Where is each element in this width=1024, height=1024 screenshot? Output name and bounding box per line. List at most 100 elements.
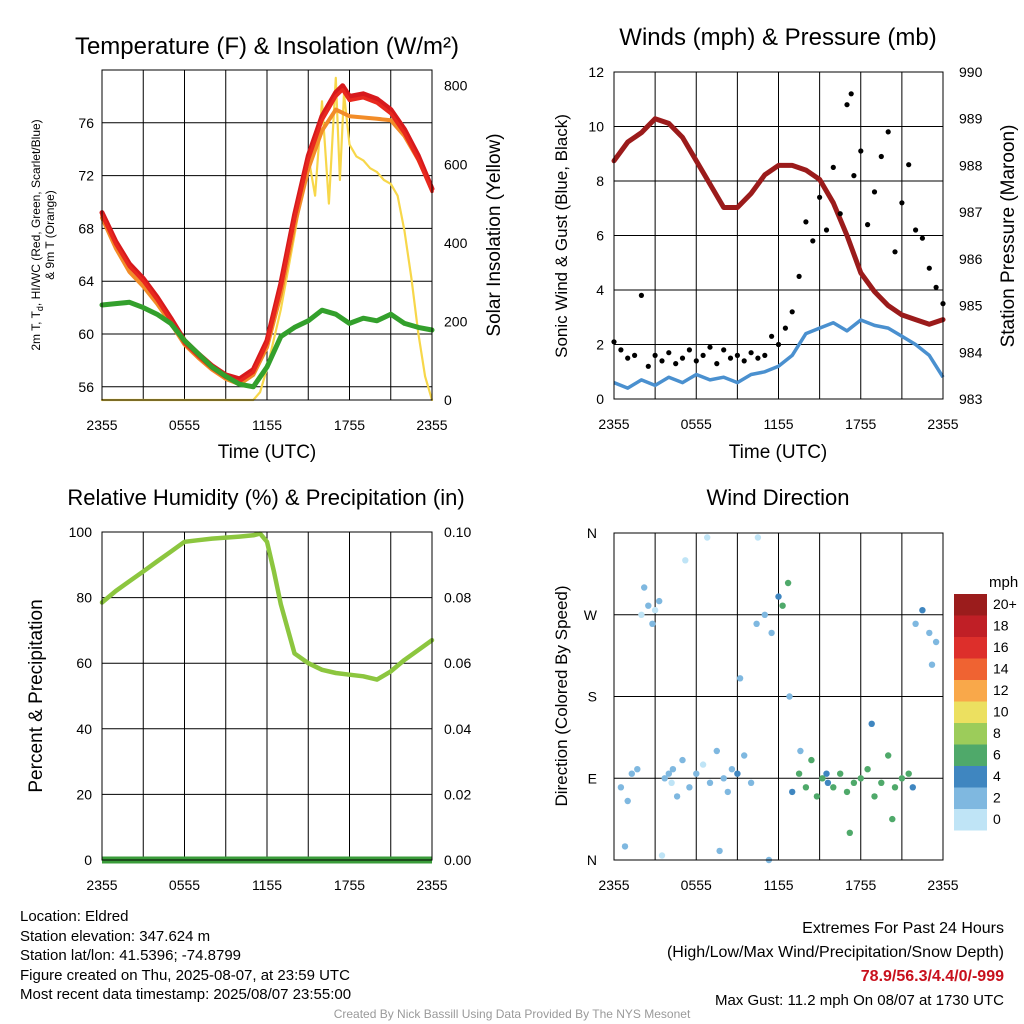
- speed-color-legend: 20+ 18 16 14 12 10 8 6 4 2 0: [954, 594, 1017, 831]
- gust-point: [673, 361, 679, 367]
- latlon-text: Station lat/lon: 41.5396; -74.8799: [20, 947, 242, 964]
- y-tick-label: 0: [596, 391, 604, 407]
- wind-direction-point: [909, 784, 916, 791]
- y2-tick-label: 983: [959, 391, 983, 407]
- y2-tick-label: 984: [959, 344, 983, 360]
- wind-direction-point: [628, 770, 635, 777]
- gust-point: [823, 227, 830, 233]
- y2-tick-label: 0.04: [444, 721, 471, 737]
- winds-yaxis-label: Sonic Wind & Gust (Blue, Black): [552, 114, 571, 358]
- legend-swatch: [954, 701, 987, 723]
- wind-direction-point: [656, 597, 663, 605]
- legend-label: 12: [993, 682, 1009, 698]
- wind-direction-point: [621, 843, 629, 850]
- dewpoint-line: [99, 299, 435, 390]
- y-tick-label: 60: [78, 326, 94, 342]
- wind-direction-point: [843, 788, 851, 796]
- wind-direction-point: [905, 770, 912, 777]
- x-tick-label: 0555: [681, 877, 712, 893]
- x-tick-label: 1155: [252, 417, 282, 433]
- wind-direction-point: [789, 788, 796, 796]
- x-tick-label: 0555: [169, 877, 200, 893]
- humidity-panel: Relative Humidity (%) & Precipitation (i…: [26, 485, 471, 893]
- x-tick-label: 2355: [86, 417, 117, 433]
- wind-direction-point: [704, 534, 711, 541]
- humidity-chart-title: Relative Humidity (%) & Precipitation (i…: [67, 485, 464, 510]
- y-tick-label: 0: [84, 852, 92, 868]
- extremes-values: 78.9/56.3/4.4/0/-999: [860, 968, 1004, 985]
- y2-tick-label: 0: [444, 392, 452, 408]
- gust-point: [844, 102, 850, 108]
- relative-humidity-line: [99, 531, 435, 682]
- y-tick-label: 2: [596, 337, 604, 353]
- gust-point: [679, 355, 686, 361]
- wind-direction-point: [928, 661, 936, 668]
- sonic-wind-line: [613, 318, 945, 390]
- y-tick-label: 56: [78, 379, 94, 395]
- humidity-grid: [101, 531, 433, 861]
- wind-direction-point: [797, 747, 804, 755]
- wind-direction-point: [682, 557, 689, 564]
- wind-direction-point: [795, 770, 803, 777]
- station-info: Location: Eldred Station elevation: 347.…: [20, 907, 351, 1005]
- temperature-plot-frame: [101, 69, 433, 401]
- x-tick-label: 2355: [416, 417, 447, 433]
- gust-point: [700, 352, 706, 358]
- wind-direction-yaxis-label: Direction (Colored By Speed): [552, 585, 571, 806]
- x-tick-label: 2355: [598, 877, 629, 893]
- gust-point: [837, 211, 843, 217]
- credit-text: Created By Nick Bassill Using Data Provi…: [333, 1007, 691, 1021]
- y-tick-label: 20: [76, 786, 92, 802]
- gust-point: [848, 91, 854, 97]
- wind-direction-point: [736, 675, 744, 682]
- wind-direction-point: [638, 611, 645, 618]
- wind-direction-point: [912, 620, 919, 627]
- wind-direction-point: [699, 761, 707, 768]
- gust-point: [707, 344, 713, 350]
- elevation-text: Station elevation: 347.624 m: [20, 927, 211, 945]
- temperature-yaxis-label: 2m T, Td, HI/WC (Red, Green, Scarlet/Blu…: [29, 119, 45, 350]
- gust-point: [810, 238, 816, 244]
- wind-direction-point: [706, 779, 714, 786]
- wind-direction-point: [679, 756, 686, 764]
- wind-direction-point: [665, 770, 672, 777]
- gust-point: [796, 273, 802, 279]
- legend-swatch: [954, 723, 987, 745]
- wind-direction-point: [651, 607, 659, 614]
- x-tick-label: 1155: [763, 877, 793, 893]
- wind-direction-grid: [613, 533, 944, 860]
- legend-swatch: [954, 615, 987, 637]
- legend-swatch: [954, 594, 987, 616]
- y2-tick-label: 0.00: [444, 852, 471, 868]
- gust-point: [721, 347, 727, 353]
- winds-tick-labels: 2355 0555 1155 1755 2355 0 2 4 6 8 10 12 983 984 985 98…: [588, 64, 982, 432]
- legend-label: 18: [993, 618, 1009, 634]
- gust-point: [817, 194, 823, 200]
- x-tick-label: 0555: [681, 416, 712, 432]
- wind-direction-points: [617, 534, 940, 864]
- temperature-series: [99, 76, 435, 402]
- y-tick-label: 10: [588, 119, 604, 135]
- gust-point: [686, 347, 693, 353]
- temperature-grid: [101, 70, 433, 400]
- gust-point: [789, 309, 795, 315]
- legend-label: 2: [993, 790, 1001, 806]
- x-tick-label: 2355: [86, 877, 117, 893]
- y-tick-label: 60: [76, 655, 92, 671]
- wind-direction-point: [624, 797, 631, 805]
- y-tick-label: 12: [588, 64, 604, 80]
- wind-direction-plot-frame: [613, 532, 944, 861]
- y-tick-label: N: [587, 852, 597, 868]
- wind-direction-point: [775, 593, 782, 600]
- wind-direction-point: [761, 611, 768, 618]
- wind-direction-point: [617, 784, 625, 791]
- legend-label: 20+: [993, 596, 1017, 612]
- temperature-yaxis-label-part2: , HI/WC (Red, Green, Scarlet/Blue): [29, 119, 43, 306]
- gust-point: [775, 341, 782, 348]
- x-tick-label: 2355: [416, 877, 447, 893]
- x-tick-label: 2355: [927, 877, 958, 893]
- wind-direction-point: [824, 779, 832, 786]
- wind-direction-point: [813, 793, 821, 800]
- y-tick-label: W: [584, 607, 598, 623]
- gust-point: [645, 363, 651, 369]
